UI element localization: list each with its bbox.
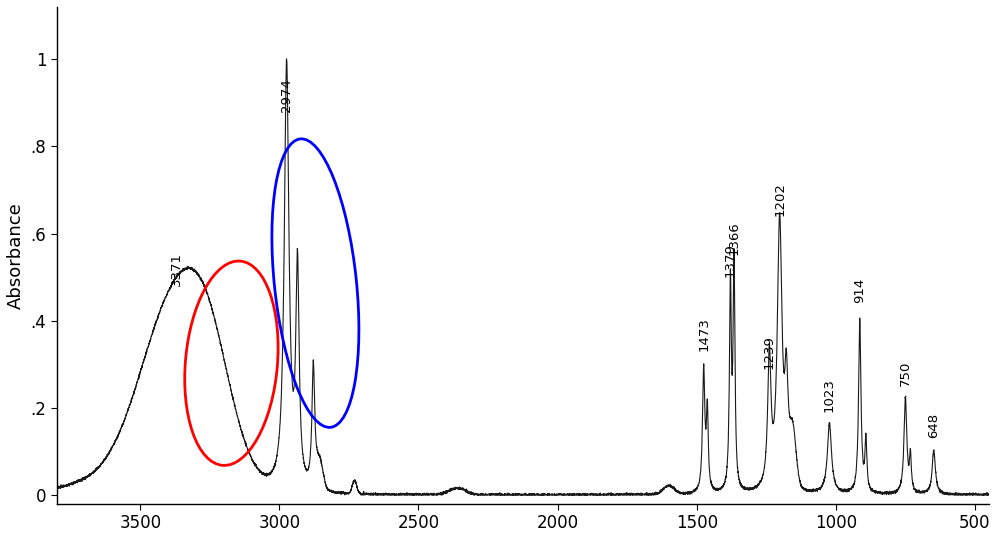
Text: 1379: 1379 [724, 243, 737, 277]
Text: 1473: 1473 [698, 317, 711, 351]
Text: 750: 750 [899, 361, 912, 386]
Text: 1023: 1023 [823, 378, 836, 412]
Text: 648: 648 [927, 413, 940, 438]
Text: 914: 914 [853, 278, 866, 303]
Y-axis label: Absorbance: Absorbance [7, 202, 25, 309]
Text: 1239: 1239 [763, 335, 776, 369]
Text: 3371: 3371 [170, 252, 183, 286]
Text: 2974: 2974 [280, 78, 293, 112]
Text: 1366: 1366 [728, 222, 741, 255]
Text: 1202: 1202 [773, 182, 786, 216]
